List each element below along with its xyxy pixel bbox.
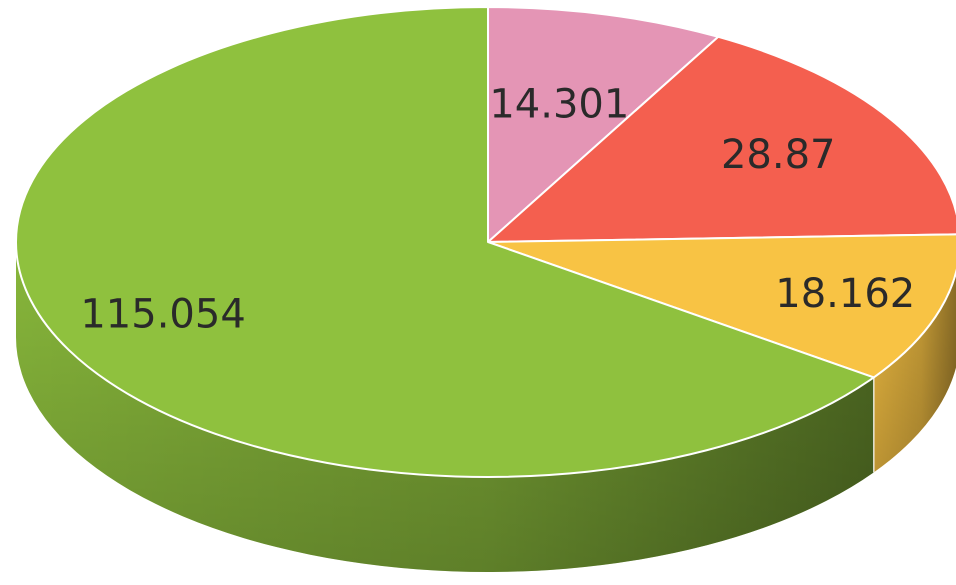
pie-side-vshade-18-162: [873, 272, 956, 473]
pie-slice-14-301: [487, 6, 720, 243]
pie-slice-28-87: [487, 35, 956, 243]
pie-top-faces: [15, 6, 956, 478]
pie-slice-115-054: [15, 6, 875, 478]
pie-data-label: 14.301: [489, 82, 629, 128]
pie-slice-18-162: [487, 233, 956, 379]
pie-side-walls: [16, 242, 956, 572]
pie-data-labels: 14.301 28.87 18.162 115.054: [80, 82, 915, 338]
pie-data-label: 18.162: [775, 271, 915, 317]
pie-data-label: 115.054: [80, 292, 245, 338]
pie-side-vshade-115-054: [16, 242, 874, 572]
pie-data-label: 28.87: [721, 132, 836, 178]
